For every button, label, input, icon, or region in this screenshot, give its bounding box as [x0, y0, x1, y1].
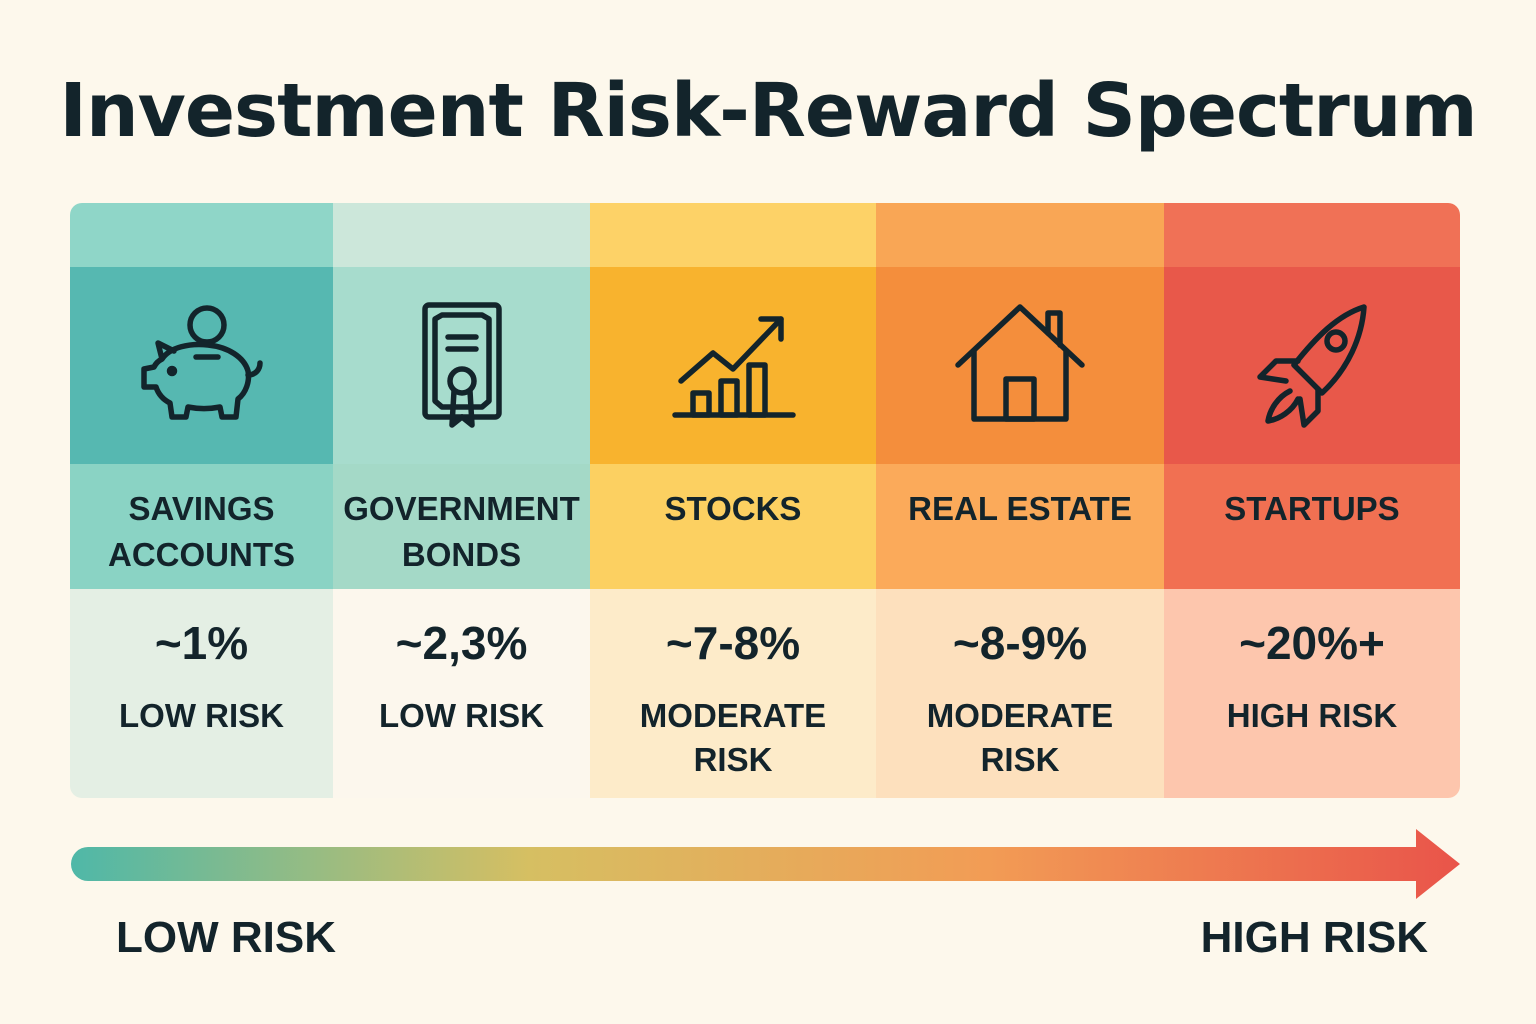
column-startups: STARTUPS ~20%+ HIGH RISK [1164, 203, 1460, 798]
return-value: ~7-8% [665, 617, 801, 669]
growth-chart-icon [663, 297, 803, 437]
column-header-band [1164, 203, 1460, 267]
column-savings-accounts: SAVINGS ACCOUNTS ~1% LOW RISK [70, 203, 333, 798]
column-real-estate: REAL ESTATE ~8-9% MODERATE RISK [876, 203, 1164, 798]
return-value: ~2,3% [395, 617, 528, 669]
risk-level: MODERATE RISK [639, 697, 827, 778]
risk-level: LOW RISK [379, 697, 544, 734]
risk-gradient-arrow [71, 829, 1460, 899]
icon-band [590, 267, 876, 464]
scale-low-label: LOW RISK [116, 913, 336, 962]
return-value: ~8-9% [952, 617, 1088, 669]
icon-band [70, 267, 333, 464]
risk-table: SAVINGS ACCOUNTS ~1% LOW RISK GOVERNMENT… [70, 203, 1460, 798]
icon-band [333, 267, 590, 464]
certificate-icon [392, 297, 532, 437]
investment-name: STARTUPS [1224, 490, 1400, 527]
name-band: REAL ESTATE [876, 464, 1164, 589]
investment-name: REAL ESTATE [908, 490, 1132, 527]
investment-name: GOVERNMENT BONDS [343, 490, 580, 573]
column-header-band [333, 203, 590, 267]
risk-level: HIGH RISK [1226, 697, 1398, 734]
page-title: Investment Risk-Reward Spectrum [59, 68, 1477, 154]
icon-band [876, 267, 1164, 464]
investment-name: SAVINGS ACCOUNTS [108, 490, 295, 573]
risk-level: MODERATE RISK [926, 697, 1114, 778]
column-header-band [876, 203, 1164, 267]
return-value: ~20%+ [1239, 617, 1385, 669]
name-band: STARTUPS [1164, 464, 1460, 589]
column-header-band [590, 203, 876, 267]
investment-name: STOCKS [664, 490, 802, 527]
column-header-band [70, 203, 333, 267]
name-band: GOVERNMENT BONDS [333, 464, 590, 589]
risk-level: LOW RISK [119, 697, 284, 734]
name-band: STOCKS [590, 464, 876, 589]
value-band: ~20%+ HIGH RISK [1164, 589, 1460, 798]
column-stocks: STOCKS ~7-8% MODERATE RISK [590, 203, 876, 798]
value-band: ~2,3% LOW RISK [333, 589, 590, 798]
column-government-bonds: GOVERNMENT BONDS ~2,3% LOW RISK [333, 203, 590, 798]
house-icon [950, 297, 1090, 437]
value-band: ~7-8% MODERATE RISK [590, 589, 876, 798]
piggy-bank-icon [132, 297, 272, 437]
scale-high-label: HIGH RISK [1200, 913, 1428, 962]
return-value: ~1% [154, 617, 249, 669]
value-band: ~8-9% MODERATE RISK [876, 589, 1164, 798]
value-band: ~1% LOW RISK [70, 589, 333, 798]
rocket-icon [1242, 297, 1382, 437]
icon-band [1164, 267, 1460, 464]
name-band: SAVINGS ACCOUNTS [70, 464, 333, 589]
